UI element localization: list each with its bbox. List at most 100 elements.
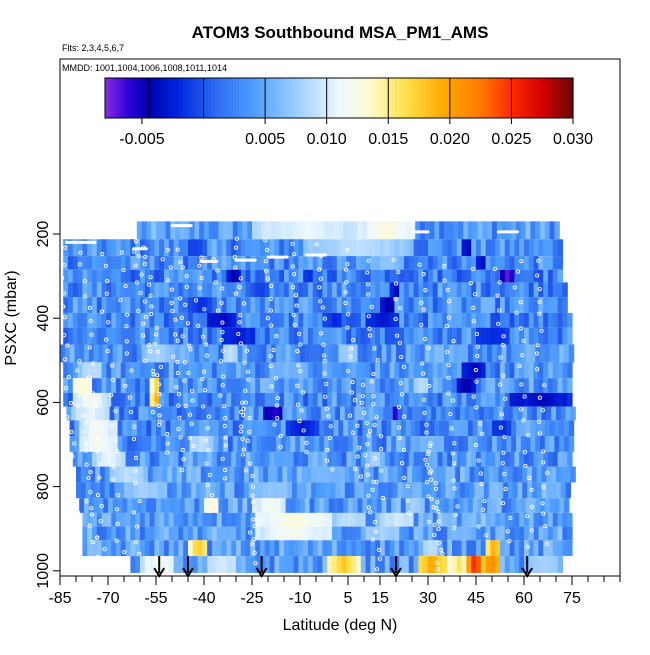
heatmap-cell [351,239,357,257]
heatmap-cell [468,221,474,240]
heatmap-cell [202,297,208,313]
heatmap-cell [452,540,458,557]
flight-point [422,410,427,415]
heatmap-cell [557,327,563,345]
heatmap-cell [111,312,117,328]
flight-point [351,430,356,435]
heatmap-cell [82,239,88,257]
heatmap-cell [72,312,79,328]
heatmap-cell [290,344,296,363]
heatmap-cell [298,269,304,283]
heatmap-cell [540,498,546,513]
heatmap-cell [394,282,400,298]
heatmap-cell [168,556,175,573]
heatmap-cell [240,526,247,541]
heatmap-cell [284,269,290,283]
heatmap-cell [567,392,573,407]
flight-point [535,273,540,278]
flight-point [348,413,353,418]
heatmap-cell [520,436,527,452]
flight-point [521,338,526,343]
heatmap-cell [528,556,535,573]
colorbar-swatch [317,78,321,118]
flight-point [278,434,283,439]
heatmap-cell [495,540,501,557]
heatmap-cell [135,269,141,283]
flight-point [352,466,358,471]
flight-point [452,461,457,466]
heatmap-cell [240,451,247,467]
heatmap-cell [168,239,175,257]
heatmap-cell [221,526,227,541]
heatmap-cell [424,498,431,513]
heatmap-cell [423,327,429,345]
heatmap-cell [370,282,376,298]
heatmap-cell [384,378,391,393]
flight-point [440,551,445,556]
heatmap-cell [280,498,287,513]
colorbar-swatch [245,78,250,118]
heatmap-cell [197,526,203,541]
heatmap-cell [173,526,179,541]
heatmap-cell [428,392,434,407]
heatmap-cell [221,540,227,557]
heatmap-row [63,256,563,270]
heatmap-cell [101,512,107,527]
heatmap-cell [154,526,160,541]
heatmap-cell [346,327,352,345]
heatmap-cell [356,540,362,557]
flight-point [69,430,74,435]
heatmap-cell [432,378,439,393]
flight-point [351,337,356,342]
heatmap-cell [543,327,549,345]
heatmap-cell [231,512,237,527]
heatmap-cell [264,312,271,328]
heatmap-cell [202,282,208,298]
flight-point [194,298,199,303]
heatmap-cell [271,221,277,240]
heatmap-cell [204,498,210,513]
heatmap-cell [268,482,274,499]
heatmap-cell [216,556,223,573]
heatmap-cell [399,512,405,527]
heatmap-cell [370,526,376,541]
flight-point [365,442,370,447]
colorbar-swatch [176,78,181,118]
heatmap-cell [250,512,256,527]
heatmap-cell [221,269,227,283]
heatmap-cell [298,556,304,573]
heatmap-cell [130,269,136,283]
heatmap-cell [559,436,565,452]
heatmap-cell [458,498,464,513]
heatmap-cell [418,378,424,393]
heatmap-cell [416,406,423,421]
flight-point [110,363,115,368]
heatmap-cell [351,526,357,541]
heatmap-cell [92,282,98,298]
heatmap-cell [93,420,99,437]
heatmap-cell [423,297,429,313]
heatmap-cell [140,297,146,313]
heatmap-cell [524,512,530,527]
heatmap-cell [452,239,458,257]
heatmap-cell [509,526,515,541]
heatmap-cell [146,221,152,240]
heatmap-cell [484,482,490,499]
heatmap-cell [407,466,413,483]
heatmap-cell [344,466,351,483]
heatmap-cell [312,297,319,313]
heatmap-cell [442,362,448,379]
heatmap-cell [95,466,101,483]
heatmap-cell [165,420,171,437]
heatmap-cell [311,466,317,483]
colorbar-swatch [207,78,212,118]
heatmap-cell [236,327,242,345]
heatmap-cell [375,512,381,527]
x-tick-label: -10 [288,590,311,607]
heatmap-cell [116,327,122,345]
heatmap-cell [226,256,232,270]
heatmap-cell [253,406,259,421]
x-tick-label: 60 [515,590,533,607]
heatmap-cell [255,512,261,527]
heatmap-cell [482,221,488,240]
